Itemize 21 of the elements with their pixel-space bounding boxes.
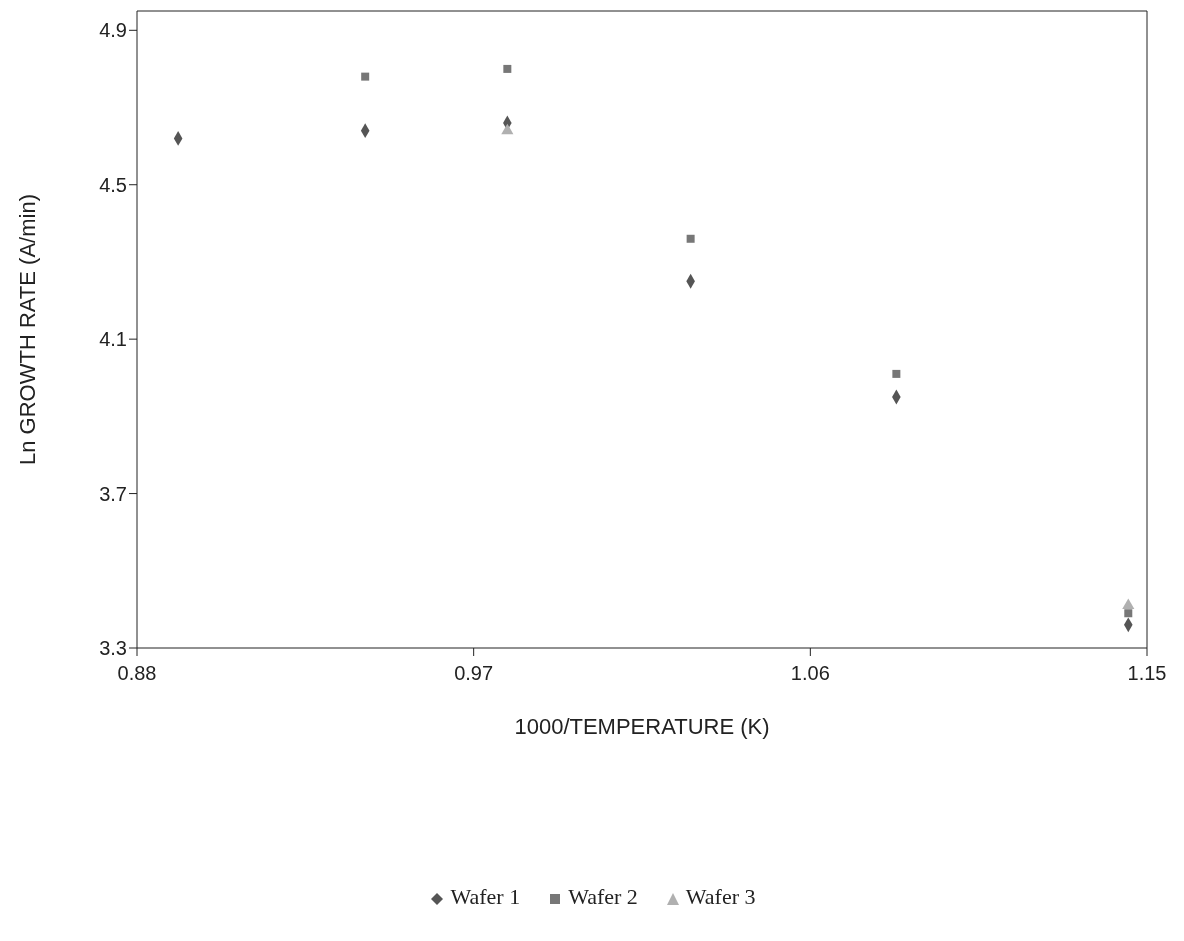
point	[686, 234, 695, 243]
y-tick-label: 4.5	[99, 173, 127, 196]
y-tick-label: 3.7	[99, 482, 127, 505]
x-tick-label: 1.15	[1127, 662, 1167, 685]
legend-label: Wafer 2	[567, 884, 638, 910]
x-axis-title: 1000/TEMPERATURE (K)	[514, 713, 770, 739]
point	[503, 64, 512, 73]
legend-label: Wafer 3	[684, 884, 756, 910]
point	[361, 72, 370, 81]
x-tick-label: 0.97	[454, 662, 494, 685]
point	[1122, 598, 1135, 610]
legend-label: Wafer 1	[449, 884, 521, 910]
y-tick-label: 4.1	[99, 328, 127, 351]
x-tick-label: 0.88	[117, 662, 157, 685]
y-axis-title: Ln GROWTH RATE (A/min)	[14, 194, 40, 465]
point	[501, 123, 514, 135]
y-tick-label: 3.3	[99, 637, 127, 660]
point	[1124, 609, 1133, 618]
y-tick-label: 4.9	[99, 19, 127, 42]
point	[892, 369, 901, 378]
x-tick-label: 1.06	[790, 662, 830, 685]
